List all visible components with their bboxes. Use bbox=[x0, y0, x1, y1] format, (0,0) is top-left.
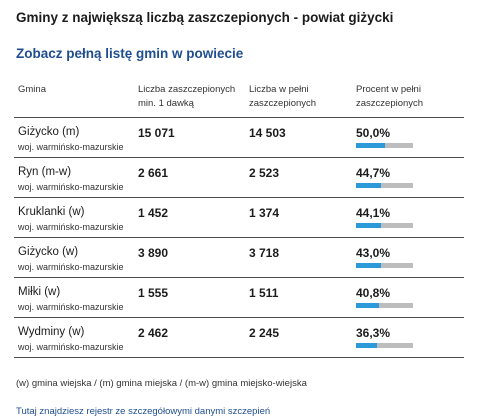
one-dose-count: 2 661 bbox=[138, 166, 169, 180]
percent-value: 44,1% bbox=[356, 206, 391, 220]
one-dose-count: 3 890 bbox=[138, 246, 169, 260]
percent-value: 44,7% bbox=[356, 166, 391, 180]
fully-vaccinated-count: 1 374 bbox=[249, 206, 280, 220]
full-list-link[interactable]: Zobacz pełną listę gmin w powiecie bbox=[16, 46, 244, 61]
percent-value: 43,0% bbox=[356, 246, 391, 260]
table-row: Giżycko (m) woj. warmińsko-mazurskie 15 0… bbox=[14, 117, 464, 158]
fully-vaccinated-count: 1 511 bbox=[249, 286, 279, 300]
fully-vaccinated-count: 14 503 bbox=[249, 126, 286, 140]
voivodeship-label: woj. warmińsko-mazurskie bbox=[18, 262, 124, 272]
page-title: Gminy z największą liczbą zaszczepionych… bbox=[16, 10, 394, 25]
percent-value: 40,8% bbox=[356, 286, 391, 300]
table-row: Giżycko (w) woj. warmińsko-mazurskie 3 89… bbox=[14, 237, 464, 278]
table-row: Miłki (w) woj. warmińsko-mazurskie 1 555 … bbox=[14, 277, 464, 318]
table-row: Kruklanki (w) woj. warmińsko-mazurskie 1 … bbox=[14, 197, 464, 238]
percent-bar-fill bbox=[356, 343, 377, 348]
percent-bar-fill bbox=[356, 143, 385, 148]
table-row: Wydminy (w) woj. warmińsko-mazurskie 2 46… bbox=[14, 317, 464, 358]
percent-bar bbox=[356, 183, 413, 188]
percent-bar bbox=[356, 143, 413, 148]
table-row: Ryn (m-w) woj. warmińsko-mazurskie 2 661 … bbox=[14, 157, 464, 198]
percent-bar bbox=[356, 343, 413, 348]
percent-bar bbox=[356, 303, 413, 308]
municipality-name: Miłki (w) bbox=[18, 286, 61, 298]
percent-bar bbox=[356, 223, 413, 228]
voivodeship-label: woj. warmińsko-mazurskie bbox=[18, 222, 124, 232]
percent-value: 36,3% bbox=[356, 326, 391, 340]
column-header-one-dose: Liczba zaszczepionych min. 1 dawką bbox=[134, 77, 245, 118]
column-header-gmina: Gmina bbox=[14, 77, 134, 118]
column-header-fully-vaccinated: Liczba w pełni zaszczepionych bbox=[245, 77, 352, 118]
percent-bar-fill bbox=[356, 303, 380, 308]
percent-bar bbox=[356, 263, 413, 268]
voivodeship-label: woj. warmińsko-mazurskie bbox=[18, 302, 124, 312]
fully-vaccinated-count: 2 523 bbox=[249, 166, 280, 180]
municipality-name: Giżycko (w) bbox=[18, 246, 79, 258]
one-dose-count: 1 452 bbox=[138, 206, 169, 220]
fully-vaccinated-count: 3 718 bbox=[249, 246, 280, 260]
municipalities-table: Gmina Liczba zaszczepionych min. 1 dawką… bbox=[14, 77, 464, 358]
fully-vaccinated-count: 2 245 bbox=[249, 326, 280, 340]
percent-bar-fill bbox=[356, 263, 381, 268]
vaccination-registry-link[interactable]: Tutaj znajdziesz rejestr ze szczegółowym… bbox=[16, 406, 271, 417]
voivodeship-label: woj. warmińsko-mazurskie bbox=[18, 142, 124, 152]
municipality-name: Ryn (m-w) bbox=[18, 166, 72, 178]
percent-bar-fill bbox=[356, 223, 382, 228]
voivodeship-label: woj. warmińsko-mazurskie bbox=[18, 342, 124, 352]
percent-value: 50,0% bbox=[356, 126, 391, 140]
municipality-type-legend: (w) gmina wiejska / (m) gmina miejska / … bbox=[16, 378, 307, 389]
one-dose-count: 2 462 bbox=[138, 326, 169, 340]
one-dose-count: 1 555 bbox=[138, 286, 169, 300]
table-header-row: Gmina Liczba zaszczepionych min. 1 dawką… bbox=[14, 77, 464, 118]
municipality-name: Wydminy (w) bbox=[18, 326, 85, 338]
one-dose-count: 15 071 bbox=[138, 126, 175, 140]
voivodeship-label: woj. warmińsko-mazurskie bbox=[18, 182, 124, 192]
column-header-percent: Procent w pełni zaszczepionych bbox=[352, 77, 464, 118]
percent-bar-fill bbox=[356, 183, 382, 188]
municipality-name: Kruklanki (w) bbox=[18, 206, 85, 218]
municipality-name: Giżycko (m) bbox=[18, 126, 80, 138]
